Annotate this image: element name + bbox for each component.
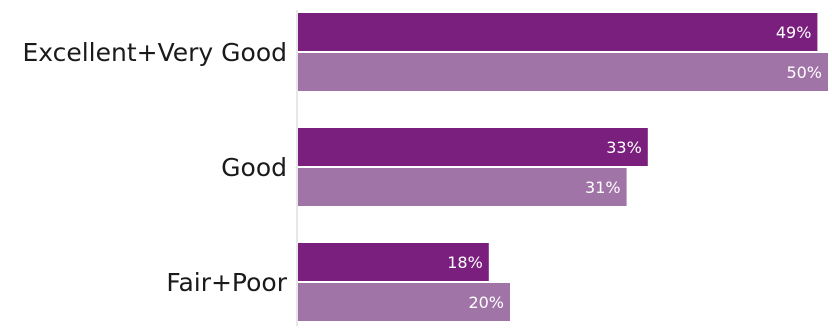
- bar-value-label: 31%: [585, 178, 621, 197]
- bar: [298, 243, 489, 281]
- bar: [298, 168, 627, 206]
- bar: [298, 283, 510, 321]
- category-label: Good: [221, 153, 287, 182]
- bar-value-label: 18%: [447, 253, 483, 272]
- bar-value-label: 49%: [776, 23, 812, 42]
- category-label: Excellent+Very Good: [22, 38, 287, 67]
- bar: [298, 128, 648, 166]
- bar-value-label: 20%: [468, 293, 504, 312]
- bar: [298, 13, 818, 51]
- bar-value-label: 33%: [606, 138, 642, 157]
- bar: [298, 53, 828, 91]
- bar-value-label: 50%: [786, 63, 822, 82]
- category-label: Fair+Poor: [166, 268, 287, 297]
